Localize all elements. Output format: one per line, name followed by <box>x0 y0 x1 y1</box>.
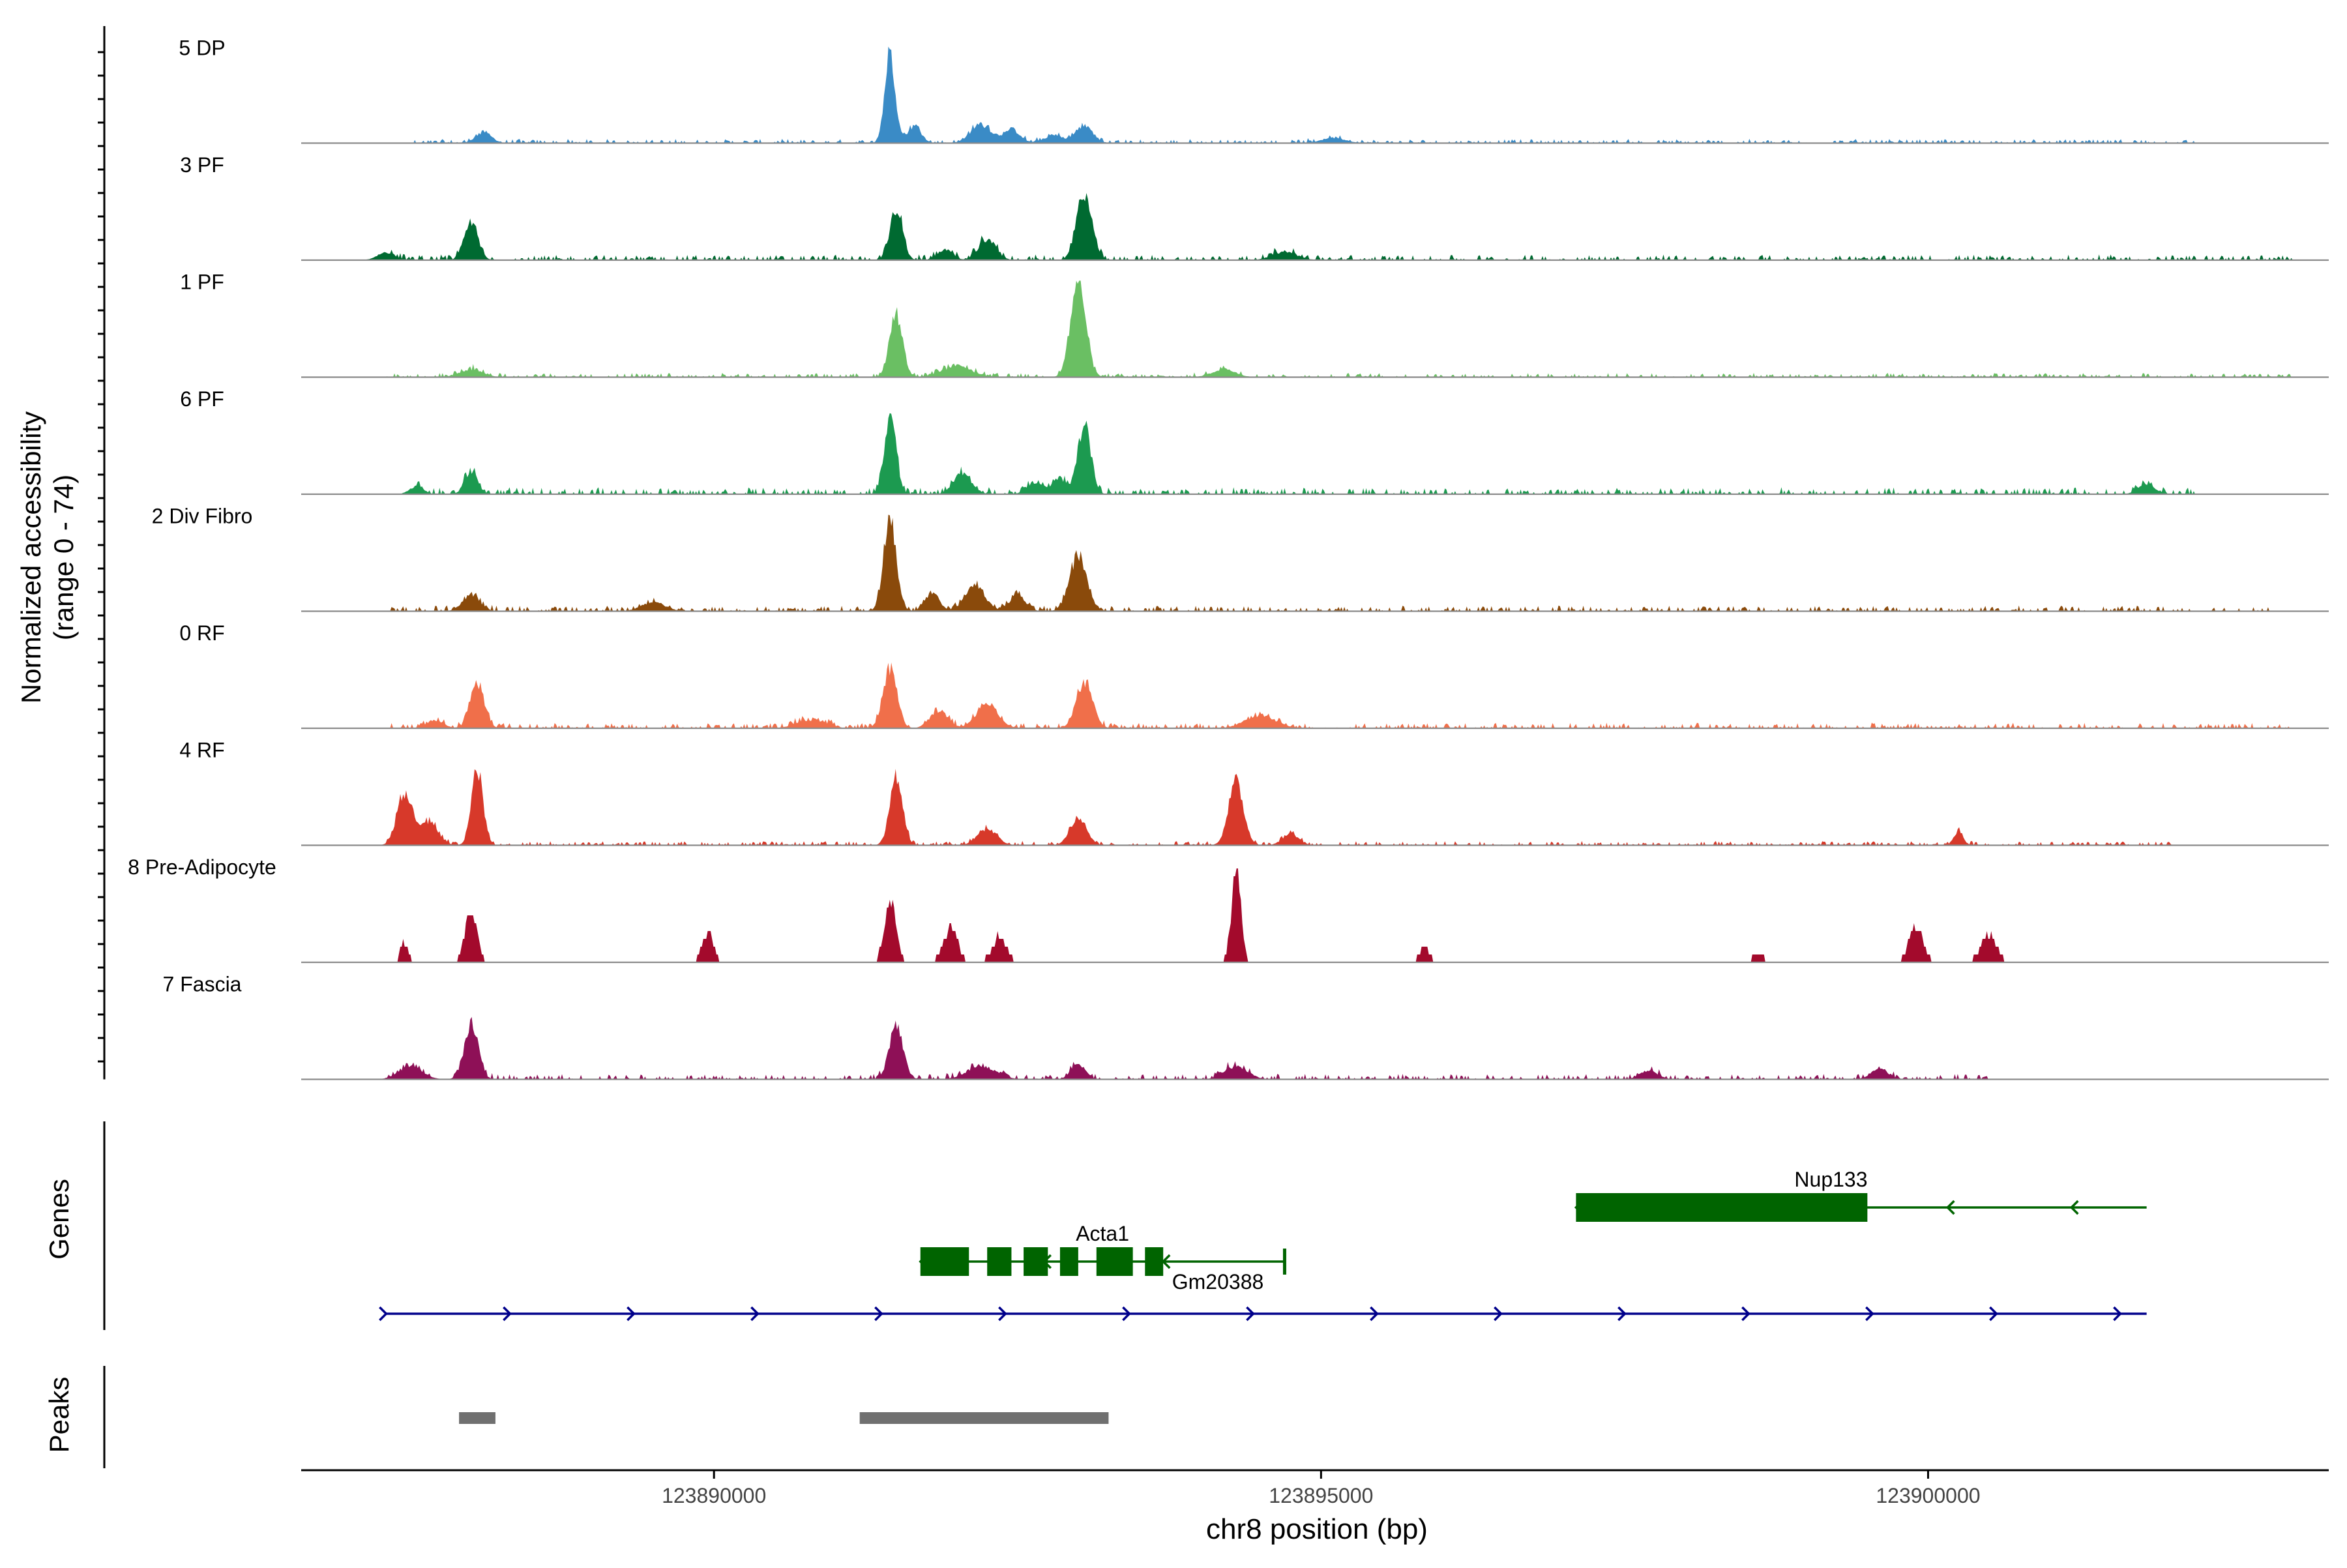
strand-arrow <box>750 1306 760 1322</box>
strand-arrow <box>998 1306 1007 1322</box>
gene-gm20388: Gm20388 <box>1161 1249 1286 1294</box>
peaks-panel-title: Peaks <box>44 1377 74 1453</box>
track-label: 4 RF <box>179 739 224 762</box>
track-label: 2 Div Fibro <box>152 505 253 528</box>
track-label: 3 PF <box>180 153 224 177</box>
track-8-pre-adipocyte: 8 Pre-Adipocyte <box>128 855 2329 964</box>
strand-arrow <box>1246 1306 1255 1322</box>
strand-arrow <box>1989 1306 1998 1322</box>
y-axis-subtitle: (range 0 - 74) <box>48 475 79 640</box>
gene-label: Gm20388 <box>1172 1270 1264 1294</box>
tracks-group: 5 DP 3 PF 1 PF 6 PF 2 Div Fibro 0 RF 4 RF 8 Pre… <box>98 26 2329 1080</box>
x-tick-label: 123895000 <box>1269 1484 1373 1507</box>
track-label: 8 Pre-Adipocyte <box>128 855 276 879</box>
strand-arrow <box>2069 1200 2079 1215</box>
signal-area <box>301 662 2328 728</box>
gene-label: Acta1 <box>1076 1222 1129 1245</box>
track-label: 6 PF <box>180 387 224 411</box>
genes-group: Acta1 Gm20388 Nup133 <box>103 1121 2147 1330</box>
genes-panel-title: Genes <box>44 1179 74 1260</box>
strand-arrow <box>1494 1306 1503 1322</box>
signal-area <box>301 46 2328 143</box>
signal-area <box>301 413 2328 494</box>
track-label: 5 DP <box>179 37 225 60</box>
track-7-fascia: 7 Fascia <box>163 973 2329 1080</box>
track-label: 7 Fascia <box>163 973 242 996</box>
signal-area <box>301 868 2328 962</box>
gene-label: Nup133 <box>1794 1168 1867 1191</box>
exon-block <box>1096 1247 1133 1276</box>
track-5-dp: 5 DP <box>179 37 2329 144</box>
strand-arrow <box>874 1306 883 1322</box>
track-label: 0 RF <box>179 621 224 645</box>
track-6-pf: 6 PF <box>180 387 2329 496</box>
peak-region <box>459 1412 495 1424</box>
signal-area <box>301 1016 2328 1080</box>
track-4-rf: 4 RF <box>179 739 2329 846</box>
strand-arrow <box>503 1306 512 1322</box>
signal-area <box>301 514 2328 612</box>
strand-arrow <box>1161 1254 1171 1269</box>
y-axis-title: Normalized accessibility <box>16 411 46 703</box>
strand-arrow <box>1617 1306 1627 1322</box>
gene-acta1: Acta1 <box>919 1222 1164 1276</box>
x-tick-label: 123900000 <box>1876 1484 1980 1507</box>
strand-arrow <box>1370 1306 1379 1322</box>
signal-area <box>301 193 2328 260</box>
track-0-rf: 0 RF <box>179 621 2329 730</box>
strand-arrow <box>1741 1306 1750 1322</box>
signal-area <box>301 280 2328 377</box>
exon-block <box>1059 1247 1078 1276</box>
exon-block <box>920 1247 969 1276</box>
exon-block <box>1576 1193 1868 1222</box>
gene-nup133: Nup133 <box>1574 1168 2147 1222</box>
x-axis-title: chr8 position (bp) <box>1206 1513 1428 1545</box>
track-1-pf: 1 PF <box>180 271 2329 378</box>
x-tick-label: 123890000 <box>662 1484 766 1507</box>
track-2-div-fibro: 2 Div Fibro <box>152 505 2329 612</box>
x-axis: 123890000 123895000 123900000 <box>301 1469 2329 1507</box>
strand-arrow <box>1945 1200 1955 1215</box>
strand-arrow <box>2113 1306 2122 1322</box>
track-label: 1 PF <box>180 271 224 294</box>
peak-region <box>859 1412 1109 1424</box>
strand-arrow <box>379 1306 388 1322</box>
signal-area <box>301 769 2328 846</box>
track-3-pf: 3 PF <box>180 153 2329 261</box>
exon-block <box>987 1247 1012 1276</box>
exon-block <box>1024 1247 1048 1276</box>
strand-arrow <box>1122 1306 1131 1322</box>
strand-arrow <box>627 1306 636 1322</box>
strand-arrow <box>1865 1306 1874 1322</box>
gene-unnamed-transcript <box>379 1306 2147 1322</box>
exon-block <box>1145 1247 1164 1276</box>
peaks-group <box>103 1366 1109 1468</box>
